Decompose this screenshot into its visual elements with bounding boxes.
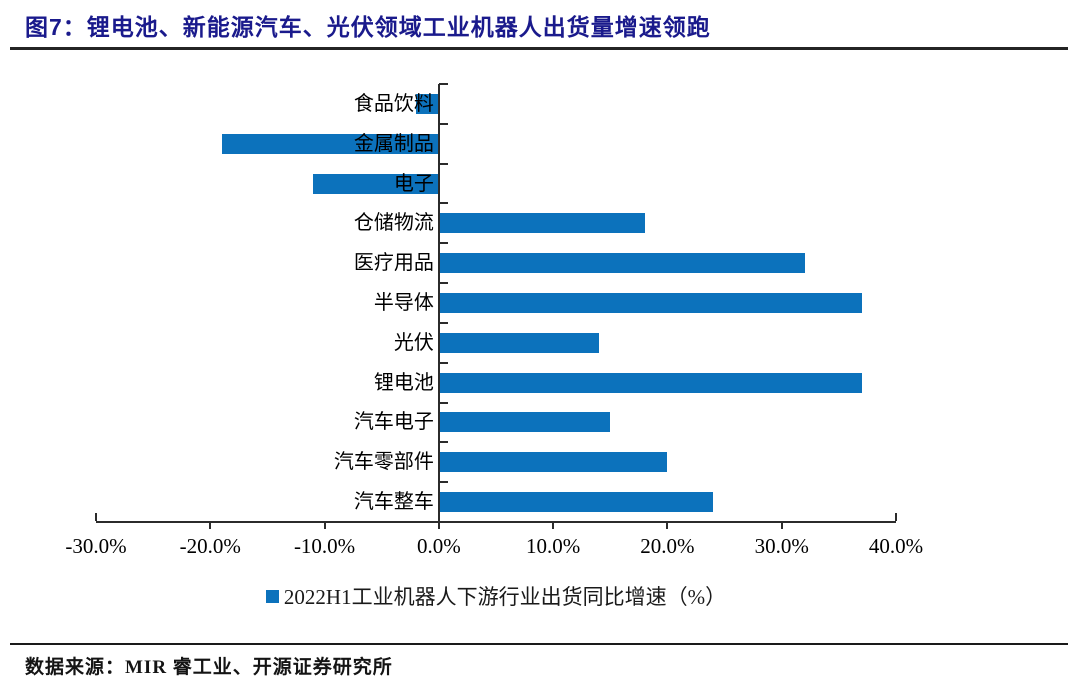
category-label: 光伏 — [393, 331, 434, 354]
category-axis-tick — [438, 441, 448, 444]
category-axis-tick — [438, 401, 448, 404]
bar — [438, 412, 611, 433]
x-axis-label: 30.0% — [754, 534, 809, 558]
category-axis-tick — [438, 242, 448, 245]
legend-marker-icon — [265, 589, 279, 603]
plot-area: 食品饮料金属制品电子仓储物流医疗用品半导体光伏锂电池汽车电子汽车零部件汽车整车 -… — [65, 83, 923, 558]
x-axis-tick — [437, 522, 440, 529]
category-label: 锂电池 — [373, 371, 434, 394]
legend-series-label: 2022H1工业机器人下游行业出货同比增速（%） — [283, 585, 727, 609]
x-axis-label: -10.0% — [293, 534, 356, 558]
x-axis-tick — [666, 522, 669, 529]
x-axis-label: 10.0% — [526, 534, 581, 558]
bar — [438, 293, 862, 313]
bar — [438, 253, 805, 274]
category-axis-tick — [438, 361, 448, 364]
x-axis-label: -20.0% — [179, 534, 241, 558]
category-axis-tick — [438, 122, 448, 125]
category-axis-tick — [438, 321, 448, 324]
x-axis-tick — [552, 522, 555, 529]
footer-divider — [10, 643, 1068, 645]
x-axis-endcap-tick — [95, 513, 97, 521]
x-axis-label: 40.0% — [868, 534, 924, 558]
bar — [438, 213, 645, 234]
category-axis-tick — [438, 521, 448, 523]
category-label: 仓储物流 — [353, 212, 434, 235]
category-label: 金属制品 — [353, 132, 434, 155]
category-label: 医疗用品 — [353, 252, 434, 275]
x-axis-tick — [209, 522, 212, 529]
legend: 2022H1工业机器人下游行业出货同比增速（%） — [96, 581, 896, 611]
category-axis-line — [96, 521, 896, 523]
x-axis-label: 20.0% — [640, 534, 695, 558]
category-label: 汽车电子 — [353, 411, 434, 434]
bar — [438, 332, 599, 353]
category-label: 电子 — [393, 172, 434, 195]
data-source: 数据来源：MIR 睿工业、开源证券研究所 — [25, 657, 393, 678]
title-divider — [10, 47, 1068, 50]
x-axis-label: 0.0% — [416, 534, 461, 558]
bar — [438, 372, 862, 393]
category-axis-tick — [438, 83, 448, 85]
category-label: 食品饮料 — [353, 92, 434, 115]
value-axis-line — [437, 84, 440, 522]
category-label: 汽车整车 — [353, 491, 434, 514]
bar — [416, 93, 439, 114]
bar-chart: 食品饮料金属制品电子仓储物流医疗用品半导体光伏锂电池汽车电子汽车零部件汽车整车 -… — [65, 83, 923, 611]
x-axis-label: -30.0% — [65, 534, 127, 558]
category-axis-tick — [438, 202, 448, 205]
bar — [438, 492, 714, 513]
category-label: 汽车零部件 — [333, 451, 434, 474]
category-axis-tick — [438, 162, 448, 165]
category-axis-tick — [438, 282, 448, 285]
bar — [313, 173, 439, 194]
bar — [221, 133, 439, 154]
x-axis-tick — [323, 522, 326, 529]
x-axis-endcap-tick — [895, 513, 897, 521]
x-axis-tick — [780, 522, 783, 529]
figure-title: 图7：锂电池、新能源汽车、光伏领域工业机器人出货量增速领跑 — [25, 14, 711, 40]
category-axis-tick — [438, 481, 448, 484]
bar — [438, 452, 668, 473]
category-label: 半导体 — [373, 292, 434, 314]
